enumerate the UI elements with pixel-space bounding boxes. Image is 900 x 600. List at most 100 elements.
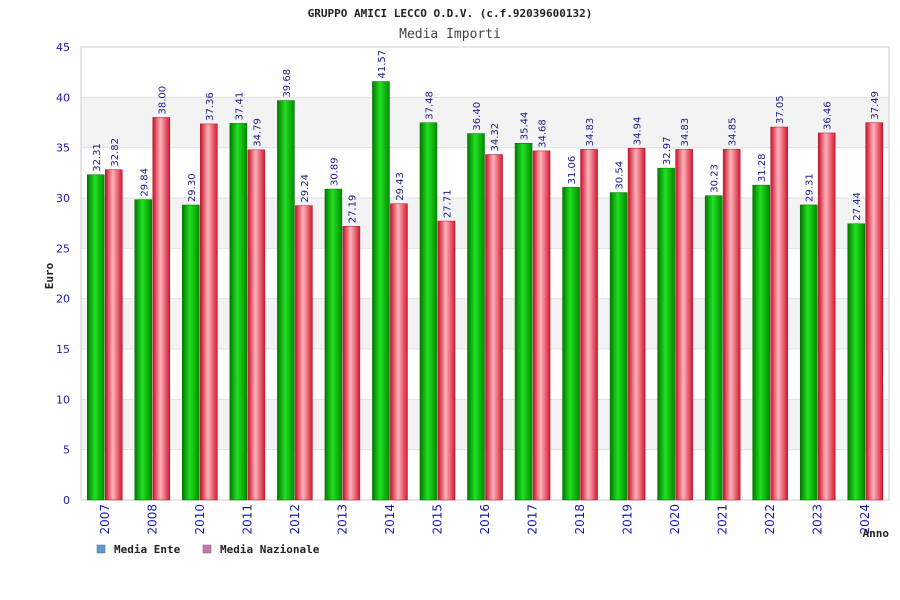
data-label: 31.06 [567, 156, 578, 185]
data-label: 31.28 [757, 153, 768, 182]
legend-label-media-ente: Media Ente [114, 543, 181, 556]
data-label: 34.94 [633, 117, 644, 146]
bar-media-nazionale [865, 122, 883, 501]
bar-media-nazionale [675, 149, 693, 501]
x-tick-label: 2010 [193, 504, 207, 535]
bar-media-ente [847, 223, 865, 501]
bar-media-nazionale [485, 154, 503, 501]
bar-media-ente [229, 123, 248, 501]
y-tick-label: 25 [56, 242, 70, 255]
x-tick-label: 2012 [288, 504, 302, 535]
bar-media-nazionale [200, 123, 218, 501]
bar-media-nazionale [152, 117, 171, 501]
data-label: 34.79 [252, 118, 263, 147]
data-label: 34.85 [728, 118, 739, 147]
bar-media-nazionale [342, 226, 361, 501]
y-tick-label: 30 [56, 192, 70, 205]
x-tick-label: 2018 [573, 504, 587, 535]
bar-media-ente [419, 122, 438, 501]
data-label: 34.83 [680, 118, 691, 147]
data-label: 30.54 [615, 161, 626, 190]
legend-label-media-nazionale: Media Nazionale [220, 543, 320, 556]
y-tick-label: 20 [56, 293, 70, 306]
plot-frame [80, 46, 890, 501]
data-label: 27.44 [852, 192, 863, 221]
y-tick-label: 45 [56, 41, 70, 54]
x-tick-label: 2022 [763, 504, 777, 535]
bar-media-ente [324, 188, 343, 501]
data-label: 36.40 [472, 102, 483, 131]
bar-media-ente [467, 133, 485, 501]
legend-swatch-media-nazionale [202, 544, 212, 554]
data-label: 37.36 [205, 92, 216, 121]
chart-title: GRUPPO AMICI LECCO O.D.V. (c.f.920396001… [308, 7, 593, 20]
bar-media-ente [609, 192, 628, 501]
x-tick-label: 2024 [858, 504, 872, 535]
x-tick-label: 2020 [668, 504, 682, 535]
legend-swatch-media-ente [96, 544, 106, 554]
y-tick-label: 10 [56, 393, 70, 406]
bar-media-ente [752, 184, 770, 501]
bar-media-ente [182, 204, 200, 501]
data-label: 37.05 [775, 95, 786, 124]
y-axis-ticks: 0 5 10 15 20 25 30 35 40 45 [56, 41, 70, 507]
data-label: 37.48 [424, 91, 435, 120]
bar-media-ente [277, 100, 295, 501]
y-tick-label: 5 [63, 444, 70, 457]
data-label: 38.00 [157, 86, 168, 115]
data-label: 37.49 [870, 91, 881, 120]
chart-subtitle: Media Importi [399, 27, 501, 42]
data-label: 32.82 [110, 138, 121, 167]
bar-media-nazionale [105, 169, 123, 501]
bar-media-nazionale [770, 126, 788, 501]
x-tick-label: 2007 [98, 504, 112, 535]
bar-media-nazionale [532, 150, 551, 501]
data-label: 37.41 [234, 92, 245, 121]
data-label: 34.83 [585, 118, 596, 147]
bar-media-ente [87, 174, 105, 501]
data-label: 29.84 [139, 168, 150, 197]
data-label: 36.46 [823, 101, 834, 130]
y-tick-label: 15 [56, 343, 70, 356]
bars [87, 81, 883, 501]
data-label: 30.23 [710, 164, 721, 193]
bar-media-nazionale [817, 132, 836, 501]
bar-media-nazionale [437, 220, 456, 501]
x-tick-label: 2014 [383, 504, 397, 535]
bar-media-ente [514, 142, 533, 501]
data-label: 34.32 [490, 123, 501, 152]
data-label: 29.30 [187, 173, 198, 202]
x-tick-label: 2016 [478, 504, 492, 535]
x-tick-label: 2017 [526, 504, 540, 535]
bar-media-nazionale [390, 203, 408, 501]
x-tick-label: 2021 [716, 504, 730, 535]
data-label: 29.24 [300, 174, 311, 203]
data-label: 41.57 [377, 50, 388, 79]
y-tick-label: 0 [63, 494, 70, 507]
bar-media-ente [372, 81, 390, 501]
x-tick-label: 2011 [240, 504, 254, 535]
bar-media-ente [704, 195, 723, 501]
bar-media-nazionale [580, 149, 598, 501]
data-label: 39.68 [282, 69, 293, 98]
y-tick-label: 35 [56, 142, 70, 155]
x-axis-label: Anno [863, 527, 890, 540]
data-label: 30.89 [329, 157, 340, 186]
x-tick-label: 2015 [430, 504, 444, 535]
bar-media-ente [134, 199, 153, 501]
data-label: 32.97 [662, 136, 673, 165]
data-label: 35.44 [520, 112, 531, 141]
data-label: 34.68 [538, 119, 549, 148]
x-tick-label: 2013 [335, 504, 349, 535]
x-tick-label: 2023 [811, 504, 825, 535]
bar-media-nazionale [722, 148, 741, 501]
bar-media-ente [799, 204, 818, 501]
bar-media-nazionale [627, 148, 646, 501]
x-axis-ticks: 2007 2008 2010 2011 2012 2013 2014 2015 2016 2017… [98, 504, 872, 535]
x-tick-label: 2008 [145, 504, 159, 535]
data-labels: 32.31 32.82 29.84 38.00 29.30 37.36 37.41 34.79… [92, 50, 881, 223]
x-tick-label: 2019 [621, 504, 635, 535]
bar-media-nazionale [295, 205, 313, 501]
legend: Media Ente Media Nazionale [96, 543, 320, 556]
